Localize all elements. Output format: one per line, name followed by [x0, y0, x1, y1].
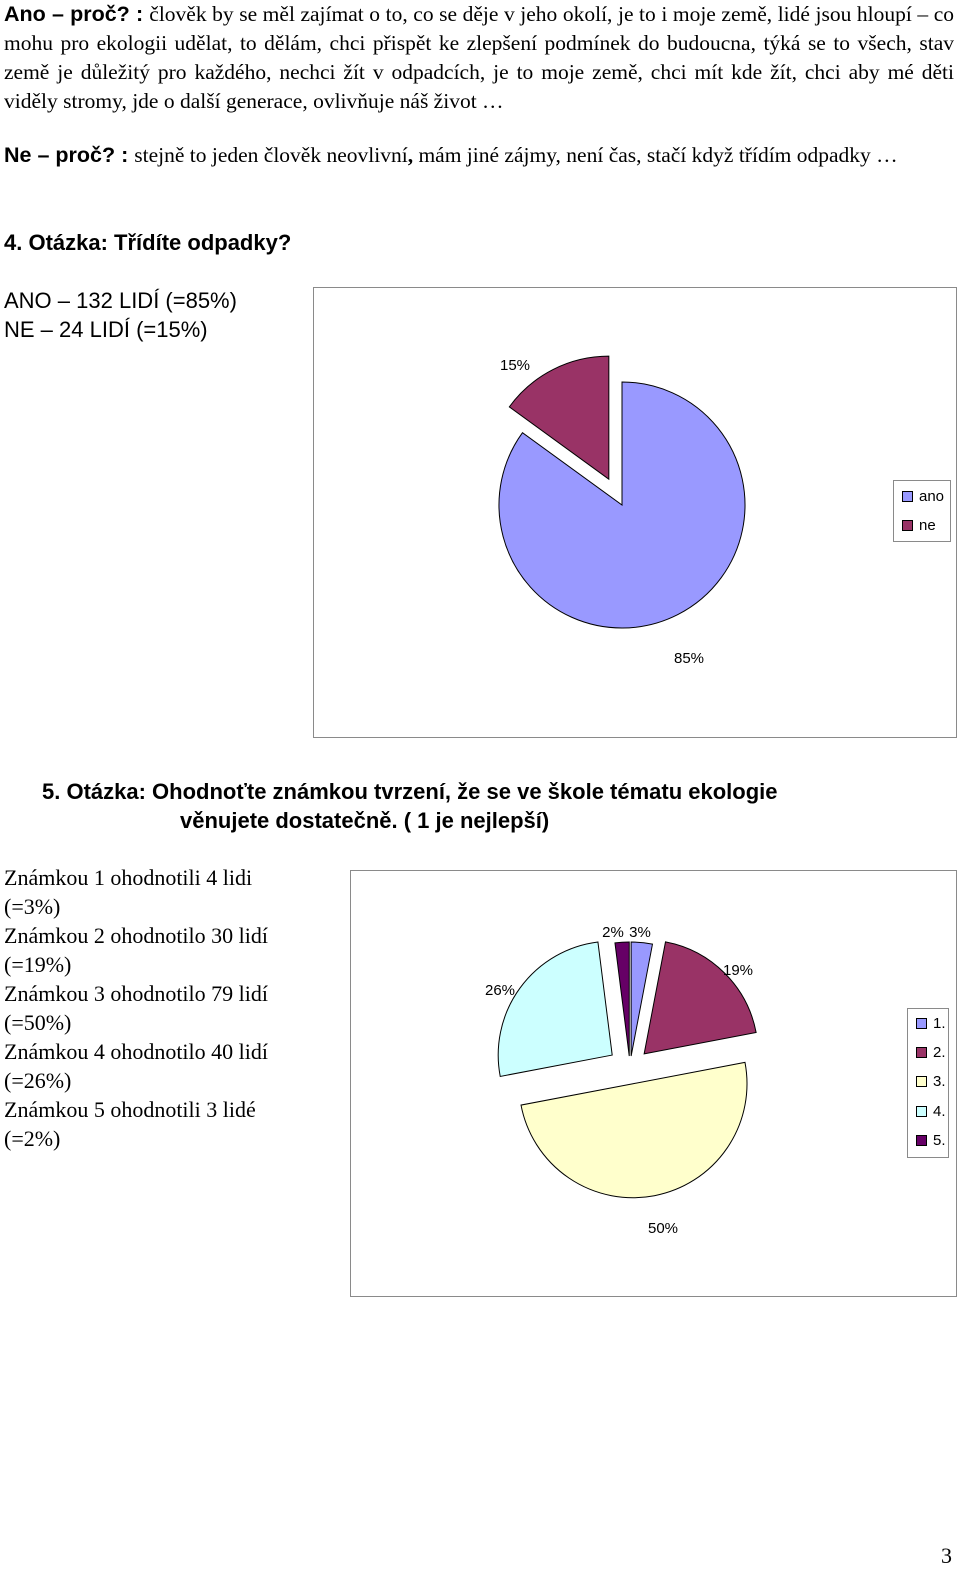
- legend-sorting: ano ne: [893, 480, 951, 542]
- pie-data-label: 2%: [602, 924, 624, 941]
- grade-line: (=19%): [4, 952, 72, 977]
- legend-label: ne: [919, 517, 936, 534]
- legend-swatch: [902, 519, 913, 531]
- pie-data-label: 50%: [648, 1220, 678, 1237]
- legend-label: 5.: [933, 1132, 946, 1149]
- legend-label: 1.: [933, 1015, 946, 1032]
- ne-label: Ne – proč?: [4, 143, 116, 167]
- ne-text-b: mám jiné zájmy, není čas, stačí když tří…: [413, 143, 898, 167]
- grade-line: (=2%): [4, 1126, 61, 1151]
- question4-answer-ne: NE – 24 LIDÍ (=15%): [4, 317, 208, 342]
- pie-slice: [614, 941, 630, 1057]
- legend-swatch: [916, 1134, 927, 1146]
- question4-heading: 4. Otázka: Třídíte odpadky?: [4, 230, 292, 255]
- legend-swatch: [902, 490, 913, 502]
- grade-line: (=26%): [4, 1068, 72, 1093]
- legend-item-ano: ano: [902, 486, 944, 508]
- legend-item-2: 2.: [916, 1042, 946, 1064]
- pie-chart-sorting: 85% 15%: [498, 355, 746, 667]
- question5-heading-line2: věnujete dostatečně. ( 1 je nejlepší): [180, 808, 550, 833]
- pie-slice: [643, 941, 757, 1055]
- grade-line: Známkou 2 ohodnotilo 30 lidí: [4, 923, 268, 948]
- legend-swatch: [916, 1075, 927, 1087]
- chart-sorting: 85% 15% ano ne: [313, 287, 957, 738]
- legend-swatch: [916, 1017, 927, 1029]
- question4-answer-ano: ANO – 132 LIDÍ (=85%): [4, 288, 237, 313]
- grade-line: (=50%): [4, 1010, 72, 1035]
- grade-line: Známkou 3 ohodnotilo 79 lidí: [4, 981, 268, 1006]
- pie-data-label: 19%: [723, 962, 753, 979]
- pie-data-label: 15%: [500, 357, 530, 374]
- pie-data-label: 85%: [674, 650, 704, 667]
- pie-slice: [508, 355, 610, 481]
- ne-comma: ,: [407, 143, 414, 167]
- ne-separator: :: [115, 143, 135, 167]
- ano-separator: :: [129, 2, 150, 26]
- legend-label: 2.: [933, 1044, 946, 1061]
- pie-slice: [630, 941, 654, 1057]
- grade-line: (=3%): [4, 894, 61, 919]
- legend-item-ne: ne: [902, 515, 936, 537]
- legend-item-4: 4.: [916, 1101, 946, 1123]
- legend-label: 3.: [933, 1073, 946, 1090]
- legend-label: 4.: [933, 1103, 946, 1120]
- ano-label: Ano – proč?: [4, 2, 130, 26]
- ano-paragraph: Ano – proč? : člověk by se měl zajímat o…: [4, 0, 954, 116]
- pie-slice: [498, 381, 746, 629]
- grade-line: Známkou 4 ohodnotilo 40 lidí: [4, 1039, 268, 1064]
- grades-list: Známkou 1 ohodnotili 4 lidi (=3%) Známko…: [4, 863, 334, 1153]
- legend-grades: 1. 2. 3. 4. 5.: [907, 1008, 949, 1158]
- pie-slice: [520, 1061, 748, 1199]
- pie-data-label: 3%: [629, 924, 651, 941]
- legend-swatch: [916, 1105, 927, 1117]
- ne-paragraph: Ne – proč? : stejně to jeden člověk neov…: [4, 141, 954, 170]
- pie-data-label: 26%: [485, 982, 515, 999]
- legend-swatch: [916, 1046, 927, 1058]
- ano-text: člověk by se měl zajímat o to, co se děj…: [4, 2, 955, 113]
- question5-heading-line1: 5. Otázka: Ohodnoťte známkou tvrzení, že…: [42, 779, 778, 804]
- pie-slice: [497, 941, 613, 1078]
- grade-line: Známkou 5 ohodnotili 3 lidé: [4, 1097, 256, 1122]
- ne-text-a: stejně to jeden člověk neovlivní: [134, 143, 408, 167]
- page-number: 3: [941, 1543, 952, 1568]
- legend-item-3: 3.: [916, 1071, 946, 1093]
- grade-line: Známkou 1 ohodnotili 4 lidi: [4, 865, 253, 890]
- legend-item-1: 1.: [916, 1013, 946, 1035]
- legend-item-5: 5.: [916, 1130, 946, 1152]
- pie-chart-grades: 3% 19% 50% 26% 2%: [485, 924, 757, 1237]
- chart-grades: 3% 19% 50% 26% 2% 1. 2. 3. 4. 5.: [350, 870, 957, 1297]
- legend-label: ano: [919, 488, 945, 505]
